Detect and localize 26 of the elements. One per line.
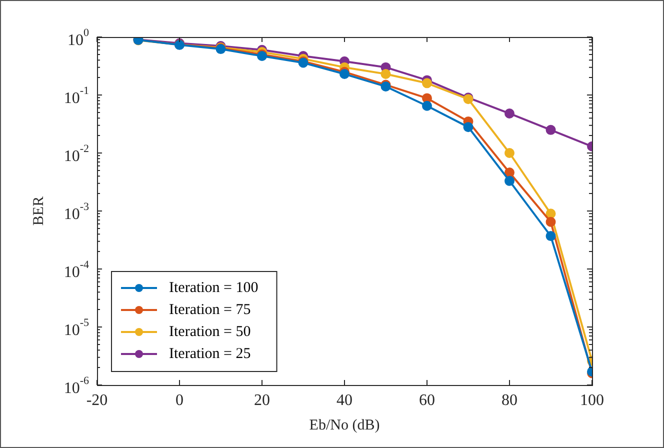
x-axis-title: Eb/No (dB) — [309, 417, 380, 434]
point — [422, 100, 432, 111]
point — [504, 108, 514, 118]
point — [422, 78, 432, 88]
point — [546, 124, 556, 135]
x-tick-label: 0 — [176, 392, 184, 410]
x-tick-label: -20 — [86, 392, 108, 410]
legend-label: Iteration = 25 — [169, 346, 251, 362]
x-tick-label: 100 — [580, 392, 604, 410]
point — [546, 231, 556, 242]
x-tick-label: 60 — [419, 392, 435, 410]
point — [504, 148, 514, 158]
x-tick-label: 20 — [254, 392, 270, 410]
point — [463, 122, 474, 132]
x-tick-label: 80 — [502, 392, 518, 410]
point — [546, 208, 556, 219]
legend-label: Iteration = 100 — [169, 280, 258, 296]
legend-label: Iteration = 50 — [169, 324, 251, 340]
x-tick-label: 40 — [336, 392, 352, 410]
legend-label: Iteration = 75 — [169, 302, 251, 318]
point — [340, 69, 350, 80]
point — [504, 168, 514, 178]
point — [546, 216, 556, 227]
point — [380, 69, 391, 80]
y-axis-title: BER — [30, 196, 47, 226]
point — [504, 176, 514, 186]
